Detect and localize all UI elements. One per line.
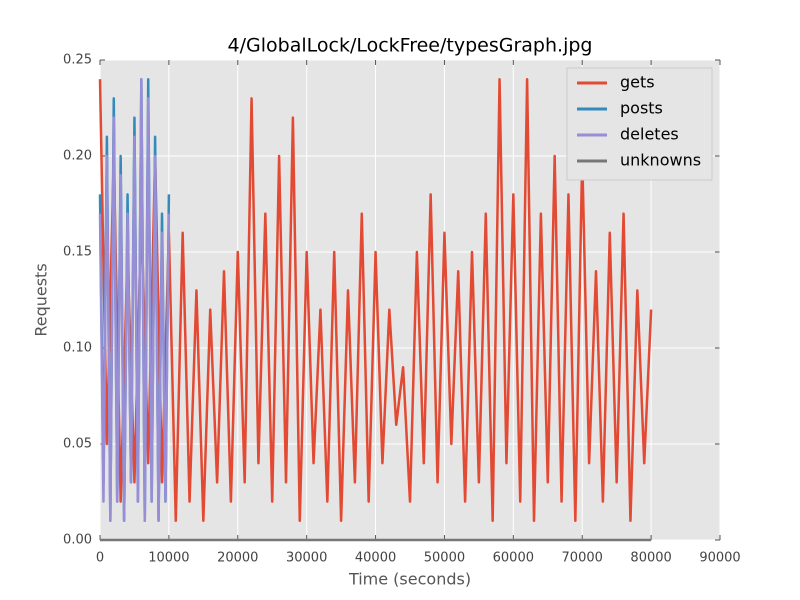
- legend-label: posts: [620, 99, 663, 118]
- x-tick-label: 20000: [217, 551, 258, 566]
- x-tick-label: 40000: [355, 551, 396, 566]
- y-tick-label: 0.10: [63, 341, 92, 356]
- legend-label: gets: [620, 73, 655, 92]
- x-tick-label: 10000: [148, 551, 189, 566]
- series-line: [98, 77, 653, 523]
- x-tick-label: 50000: [424, 551, 465, 566]
- x-tick-label: 90000: [699, 551, 740, 566]
- x-tick-label: 0: [96, 551, 104, 566]
- y-tick-label: 0.15: [63, 245, 92, 260]
- y-tick-label: 0.20: [63, 149, 92, 164]
- y-tick-label: 0.25: [63, 53, 92, 68]
- x-tick-label: 60000: [493, 551, 534, 566]
- y-tick-label: 0.05: [63, 437, 92, 452]
- x-axis-label: Time (seconds): [348, 570, 471, 589]
- x-tick-label: 70000: [562, 551, 603, 566]
- chart-title: 4/GlobalLock/LockFree/typesGraph.jpg: [228, 35, 593, 57]
- y-tick-label: 0.00: [63, 533, 92, 548]
- legend-label: deletes: [620, 125, 679, 144]
- x-tick-label: 80000: [630, 551, 671, 566]
- series-line: [98, 77, 171, 523]
- y-axis-label: Requests: [32, 263, 51, 336]
- legend-label: unknowns: [620, 151, 701, 170]
- x-tick-label: 30000: [286, 551, 327, 566]
